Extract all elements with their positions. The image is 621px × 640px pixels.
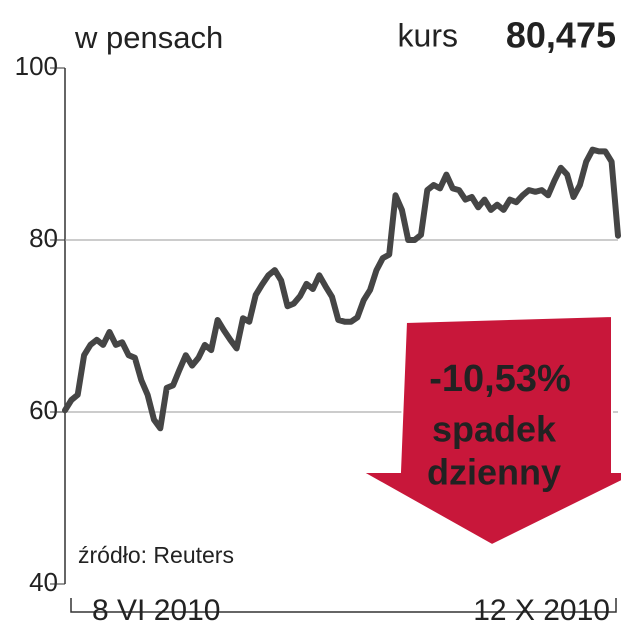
unit-label: w pensach (74, 20, 223, 55)
x-tick-label: 12 X 2010 (473, 594, 610, 627)
y-tick-label: 80 (29, 223, 58, 253)
y-tick-label: 40 (29, 567, 58, 597)
y-tick-label: 60 (29, 395, 58, 425)
price-line (62, 146, 621, 432)
x-tick-label: 8 VI 2010 (92, 594, 220, 627)
change-label: -10,53% (429, 358, 571, 400)
annotation-line: spadek (432, 409, 557, 450)
x-axis-bracket (70, 598, 617, 613)
source: źródło: Reuters (78, 542, 234, 568)
title: kurs (398, 17, 458, 53)
y-tick-label: 100 (15, 51, 58, 81)
drop-arrow (358, 314, 621, 547)
annotation-line: dzienny (427, 452, 561, 493)
current-value: 80,475 (506, 15, 616, 56)
